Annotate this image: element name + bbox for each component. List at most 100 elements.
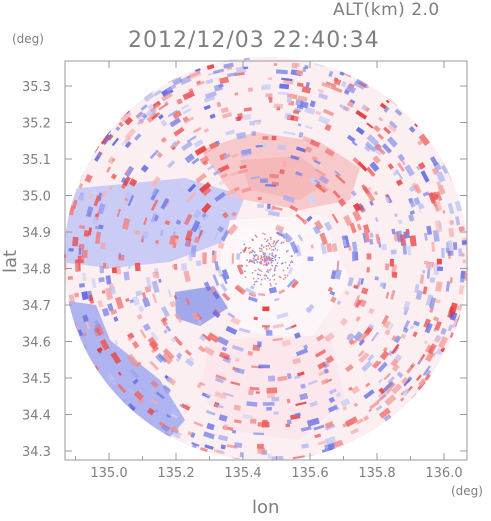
speckle [353, 402, 359, 408]
speckle [215, 140, 221, 146]
speckle [161, 92, 173, 102]
speckle [386, 390, 391, 395]
speckle [382, 319, 391, 329]
speckle [100, 133, 110, 145]
speckle [194, 145, 207, 156]
speckle [247, 350, 254, 356]
center-speckle [263, 275, 266, 277]
speckle [221, 269, 230, 280]
speckle [231, 344, 244, 352]
speckle [206, 410, 216, 416]
speckle [262, 142, 267, 148]
speckle [202, 160, 209, 166]
speckle [159, 229, 165, 237]
speckle [140, 164, 149, 173]
speckle [183, 116, 194, 124]
speckle [123, 271, 130, 281]
blue-region-west [64, 178, 245, 268]
speckle [243, 107, 252, 112]
speckle [405, 228, 410, 234]
speckle [240, 149, 252, 157]
speckle [233, 404, 242, 411]
speckle [356, 223, 362, 231]
speckle [257, 447, 266, 454]
speckle [325, 355, 335, 364]
speckle [431, 241, 436, 252]
speckle [324, 435, 337, 445]
center-speckle [268, 242, 270, 245]
speckle [433, 337, 441, 344]
center-speckle [270, 268, 272, 270]
center-speckle [268, 258, 271, 261]
speckle [160, 424, 170, 433]
center-speckle [280, 276, 282, 279]
speckle [335, 174, 346, 184]
center-speckle [276, 241, 278, 243]
speckle [282, 160, 288, 168]
center-speckle [276, 265, 278, 267]
center-speckle [251, 260, 253, 262]
speckle [302, 67, 307, 73]
speckle [218, 180, 225, 186]
speckle [397, 153, 406, 162]
speckle [299, 392, 309, 401]
speckle [133, 390, 144, 401]
speckle [215, 374, 227, 381]
speckle [173, 294, 178, 300]
speckle [96, 209, 100, 213]
speckle [328, 396, 336, 404]
speckle [77, 329, 84, 337]
center-speckle [260, 255, 263, 257]
speckle [391, 271, 398, 278]
speckle [418, 203, 425, 210]
speckle [335, 392, 342, 398]
center-speckle [274, 259, 277, 261]
center-speckle [266, 255, 268, 258]
speckle [272, 323, 284, 329]
speckle [309, 139, 321, 148]
center-speckle [263, 256, 265, 258]
center-speckle [254, 234, 257, 237]
speckle [408, 197, 416, 208]
speckle [190, 220, 201, 233]
speckle [253, 432, 265, 436]
center-speckle [252, 257, 255, 259]
speckle [226, 72, 238, 78]
speckle [213, 449, 225, 455]
center-speckle [259, 269, 261, 271]
speckle [320, 184, 329, 193]
speckle [345, 364, 354, 373]
speckle [107, 303, 114, 312]
speckle [349, 222, 357, 234]
center-speckle [247, 247, 250, 250]
speckle [313, 424, 325, 431]
speckle [212, 274, 220, 287]
center-speckle [264, 257, 266, 260]
speckle [330, 296, 337, 304]
speckle [106, 374, 117, 386]
center-speckle [291, 261, 294, 263]
speckle [221, 273, 228, 285]
x-axis-unit: (deg) [451, 484, 483, 498]
speckle [295, 62, 300, 67]
speckle [141, 292, 147, 300]
speckle [145, 110, 153, 117]
speckle [156, 151, 163, 159]
speckle [387, 376, 396, 384]
speckle [360, 103, 368, 112]
speckle [391, 363, 400, 372]
speckle [379, 102, 388, 110]
center-speckle [249, 252, 251, 254]
speckle [188, 88, 194, 93]
speckle [258, 292, 266, 297]
speckle [257, 203, 265, 209]
speckle [164, 220, 171, 226]
center-speckle [283, 237, 285, 239]
speckle [172, 430, 182, 439]
center-speckle [256, 261, 258, 263]
speckle [85, 206, 94, 218]
speckle [350, 385, 361, 395]
center-speckle [269, 279, 271, 281]
center-speckle [264, 252, 267, 255]
speckle [158, 114, 164, 120]
